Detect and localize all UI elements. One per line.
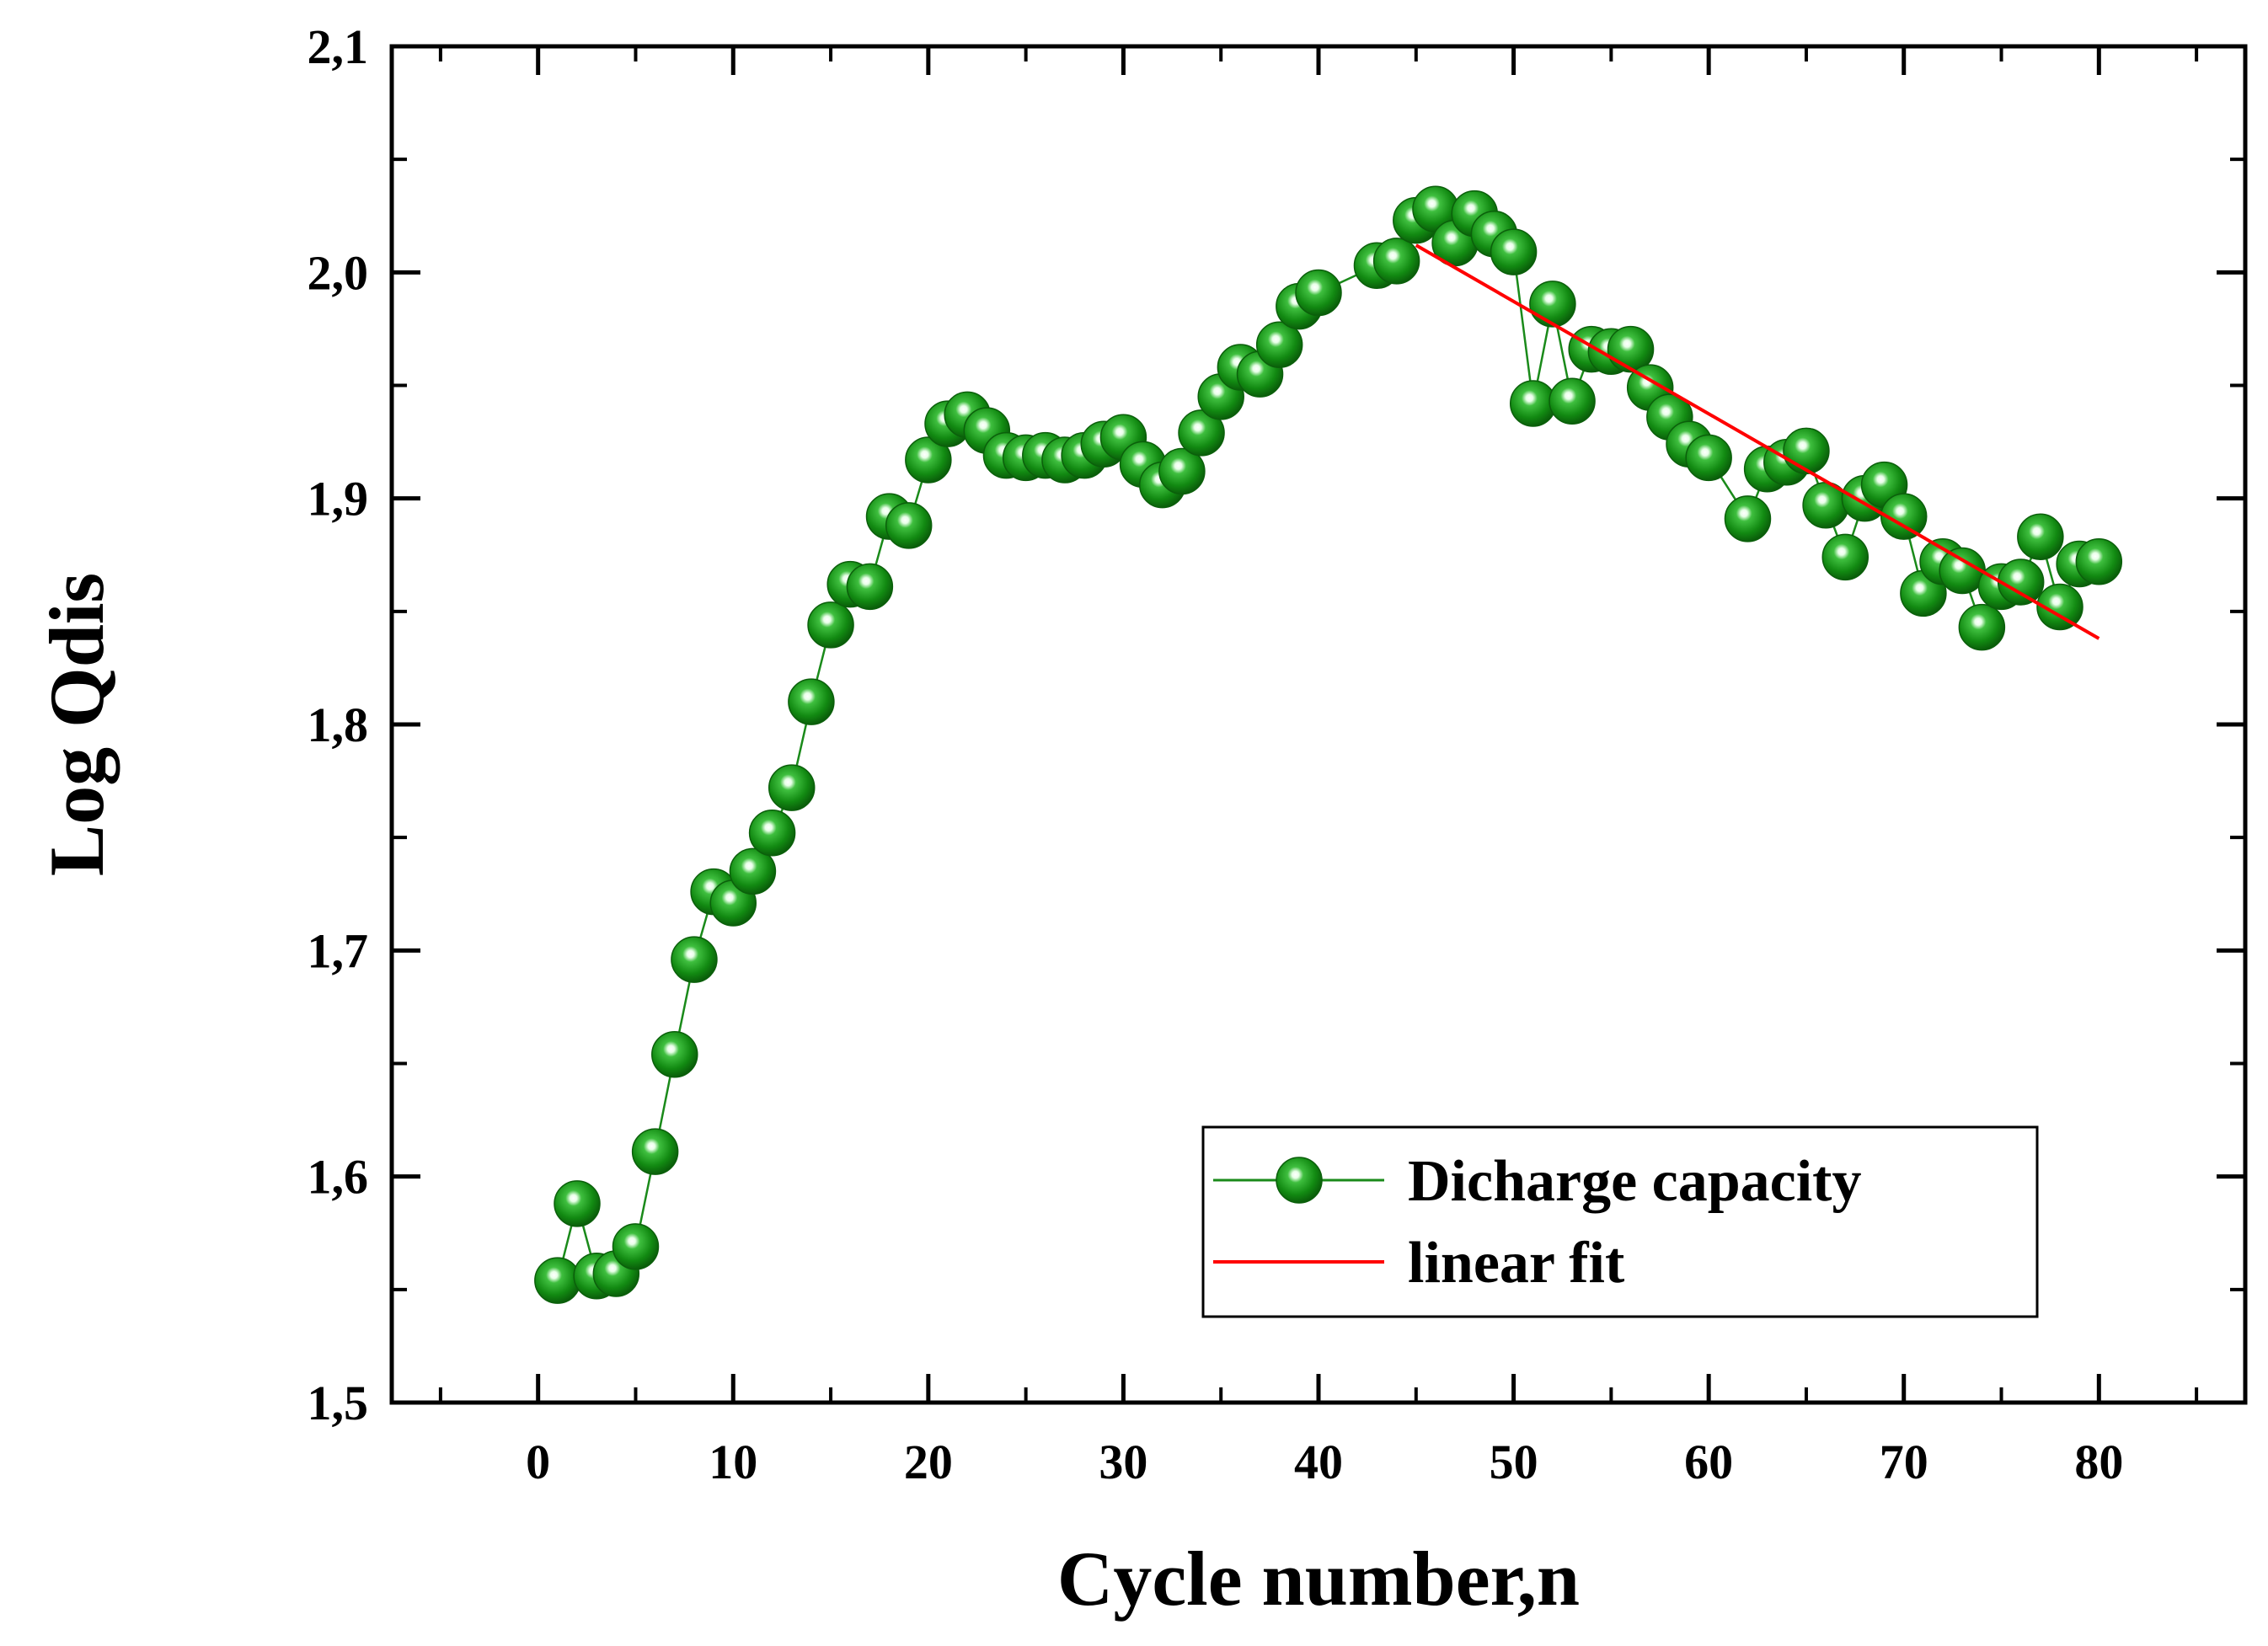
data-point — [2036, 583, 2083, 631]
series-linear-fit-line — [1415, 243, 2100, 640]
y-tick-label: 1,5 — [308, 1376, 369, 1430]
legend-box — [1201, 1125, 2039, 1318]
data-point — [1685, 434, 1732, 482]
x-tick-label: 10 — [709, 1435, 757, 1489]
y-tick-label: 1,7 — [308, 923, 369, 978]
x-tick-label: 30 — [1099, 1435, 1147, 1489]
y-tick-label: 2,0 — [308, 245, 369, 300]
data-point — [1295, 269, 1342, 317]
legend-marker-discharge — [1276, 1157, 1323, 1204]
data-point — [1529, 281, 1576, 328]
data-point — [768, 764, 816, 811]
y-tick-label: 1,8 — [308, 697, 369, 752]
data-point — [671, 936, 718, 983]
x-tick-label: 80 — [2074, 1435, 2123, 1489]
y-axis-title: Log Qdis — [34, 573, 120, 876]
data-point — [1997, 558, 2045, 606]
legend-label-fit: linear fit — [1408, 1231, 1624, 1296]
y-tick-label: 1,6 — [308, 1150, 369, 1205]
data-point — [1178, 409, 1225, 457]
x-axis-title: Cycle number,n — [1057, 1536, 1580, 1622]
x-tick-label: 0 — [526, 1435, 550, 1489]
x-tick-label: 50 — [1490, 1435, 1538, 1489]
data-point — [885, 502, 933, 549]
data-point — [729, 847, 777, 895]
data-point — [846, 563, 894, 611]
y-tick-label: 2,1 — [308, 19, 369, 74]
data-point — [1724, 495, 1772, 542]
data-point — [1158, 447, 1206, 495]
data-point — [807, 601, 854, 649]
data-point — [748, 810, 796, 857]
data-point — [651, 1031, 698, 1078]
x-tick-label: 20 — [904, 1435, 953, 1489]
x-tick-label: 60 — [1684, 1435, 1733, 1489]
x-tick-label: 40 — [1294, 1435, 1343, 1489]
data-point — [2017, 513, 2064, 561]
data-point — [788, 678, 835, 725]
legend-label-discharge: Dicharge capacity — [1408, 1149, 1861, 1214]
series-discharge-line — [556, 207, 2100, 1281]
x-tick-label: 70 — [1880, 1435, 1928, 1489]
data-point — [1372, 238, 1420, 285]
data-point — [1490, 228, 1538, 275]
data-point — [612, 1223, 660, 1270]
data-point — [631, 1128, 679, 1175]
data-point — [1549, 377, 1596, 425]
data-point — [2075, 538, 2123, 585]
y-tick-label: 1,9 — [308, 472, 369, 526]
data-point — [554, 1180, 601, 1227]
data-point — [1880, 493, 1928, 540]
data-point — [1255, 321, 1303, 368]
data-point — [534, 1257, 581, 1304]
data-point — [905, 436, 952, 484]
data-point — [1821, 533, 1869, 581]
data-point — [1783, 427, 1830, 475]
data-point — [1958, 603, 2006, 651]
